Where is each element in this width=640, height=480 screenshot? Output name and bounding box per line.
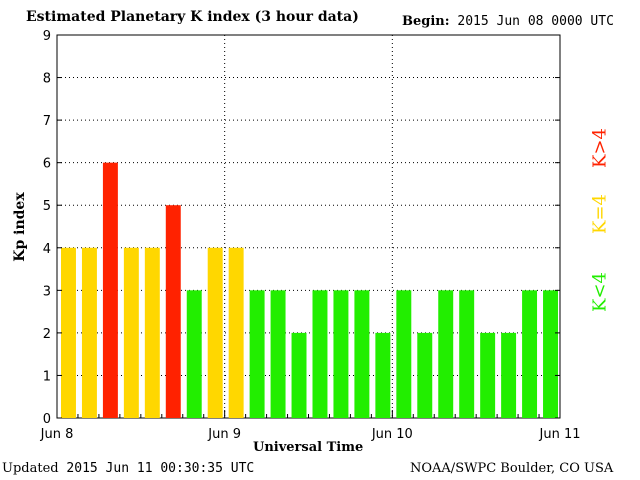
- x-tick-label: Jun 8: [40, 427, 74, 442]
- updated-label: Updated: [2, 461, 59, 476]
- kp-bar: [354, 290, 370, 418]
- kp-bar: [123, 247, 139, 418]
- kp-bar: [480, 332, 496, 418]
- kp-bar: [333, 290, 349, 418]
- kp-bar: [417, 332, 433, 418]
- kp-bar: [228, 247, 244, 418]
- x-axis-label: Universal Time: [253, 440, 364, 455]
- kp-bar: [102, 162, 118, 418]
- y-tick-label: 5: [43, 199, 51, 214]
- y-tick-label: 3: [43, 284, 51, 299]
- kp-bar: [270, 290, 286, 418]
- y-tick-label: 9: [43, 29, 51, 44]
- y-tick-label: 0: [43, 412, 51, 427]
- kp-bar: [312, 290, 328, 418]
- begin-value: 2015 Jun 08 0000 UTC: [457, 14, 614, 29]
- kp-bar: [459, 290, 475, 418]
- updated-value: 2015 Jun 11 00:30:35 UTC: [66, 461, 255, 476]
- kp-bar: [144, 247, 160, 418]
- credit-text: NOAA/SWPC Boulder, CO USA: [410, 461, 614, 476]
- begin-timestamp: Begin: 2015 Jun 08 0000 UTC: [402, 14, 614, 29]
- kp-bar: [249, 290, 265, 418]
- kp-bar: [543, 290, 558, 418]
- kp-bar: [186, 290, 202, 418]
- legend-k-less-4: K<4: [589, 272, 611, 312]
- chart-title: Estimated Planetary K index (3 hour data…: [26, 9, 359, 25]
- kp-bar: [291, 332, 307, 418]
- begin-label: Begin:: [402, 14, 450, 29]
- kp-bar: [165, 205, 181, 418]
- x-tick-label: Jun 11: [539, 427, 581, 442]
- kp-bar: [501, 332, 517, 418]
- x-tick-label: Jun 9: [207, 427, 241, 442]
- kp-bar: [438, 290, 454, 418]
- y-tick-label: 2: [43, 327, 51, 342]
- y-tick-label: 6: [43, 157, 51, 172]
- legend-k-greater-4: K>4: [589, 128, 611, 168]
- kp-bar: [522, 290, 538, 418]
- kp-bar: [207, 247, 223, 418]
- updated-timestamp: Updated 2015 Jun 11 00:30:35 UTC: [2, 461, 254, 476]
- kp-bar: [81, 247, 97, 418]
- y-tick-label: 1: [43, 369, 51, 384]
- kp-bar: [61, 247, 76, 418]
- legend-k-equal-4: K=4: [589, 194, 611, 234]
- y-tick-label: 7: [43, 114, 51, 129]
- kp-bar: [375, 332, 391, 418]
- y-axis-label: Kp index: [12, 192, 28, 262]
- y-tick-label: 4: [43, 242, 51, 257]
- x-tick-label: Jun 10: [371, 427, 413, 442]
- y-tick-label: 8: [43, 72, 51, 87]
- kp-bar: [396, 290, 412, 418]
